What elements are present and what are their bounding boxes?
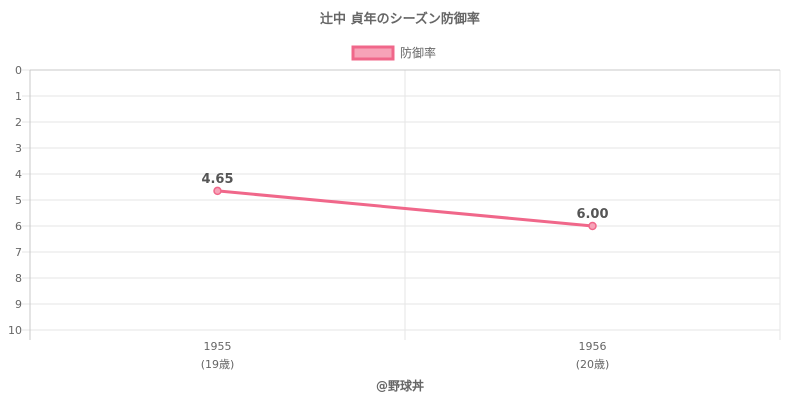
x-axis-ticks: 1955 (19歳) 1956 (20歳)	[201, 340, 610, 371]
series-layer: 4.65 6.00	[201, 172, 609, 231]
x-tick-label: 1956	[579, 340, 607, 353]
data-point	[213, 186, 222, 196]
y-tick-label: 8	[15, 272, 22, 285]
legend-label: 防御率	[400, 45, 436, 60]
series-line	[216, 189, 594, 228]
y-tick-label: 9	[15, 298, 22, 311]
legend[interactable]: 防御率	[351, 45, 436, 61]
y-tick-label: 6	[15, 220, 22, 233]
y-tick-label: 10	[8, 324, 22, 337]
data-label: 6.00	[576, 207, 608, 222]
y-tick-label: 3	[15, 142, 22, 155]
y-tick-label: 1	[15, 90, 22, 103]
y-axis-ticks: 0 1 2 3 4 5 6 7 8 9 10	[8, 64, 22, 337]
y-tick-label: 2	[15, 116, 22, 129]
x-tick-sublabel: (20歳)	[576, 358, 610, 371]
data-point	[588, 221, 597, 231]
x-tick-label: 1955	[204, 340, 232, 353]
y-tick-label: 0	[15, 64, 22, 77]
y-tick-label: 4	[15, 168, 22, 181]
credit-label: @野球丼	[376, 378, 424, 393]
grid	[22, 69, 781, 340]
x-tick-sublabel: (19歳)	[201, 358, 235, 371]
data-label: 4.65	[201, 172, 233, 187]
y-tick-label: 7	[15, 246, 22, 259]
chart-title: 辻中 貞年のシーズン防御率	[320, 11, 480, 27]
legend-swatch	[351, 45, 395, 61]
y-tick-label: 5	[15, 194, 22, 207]
